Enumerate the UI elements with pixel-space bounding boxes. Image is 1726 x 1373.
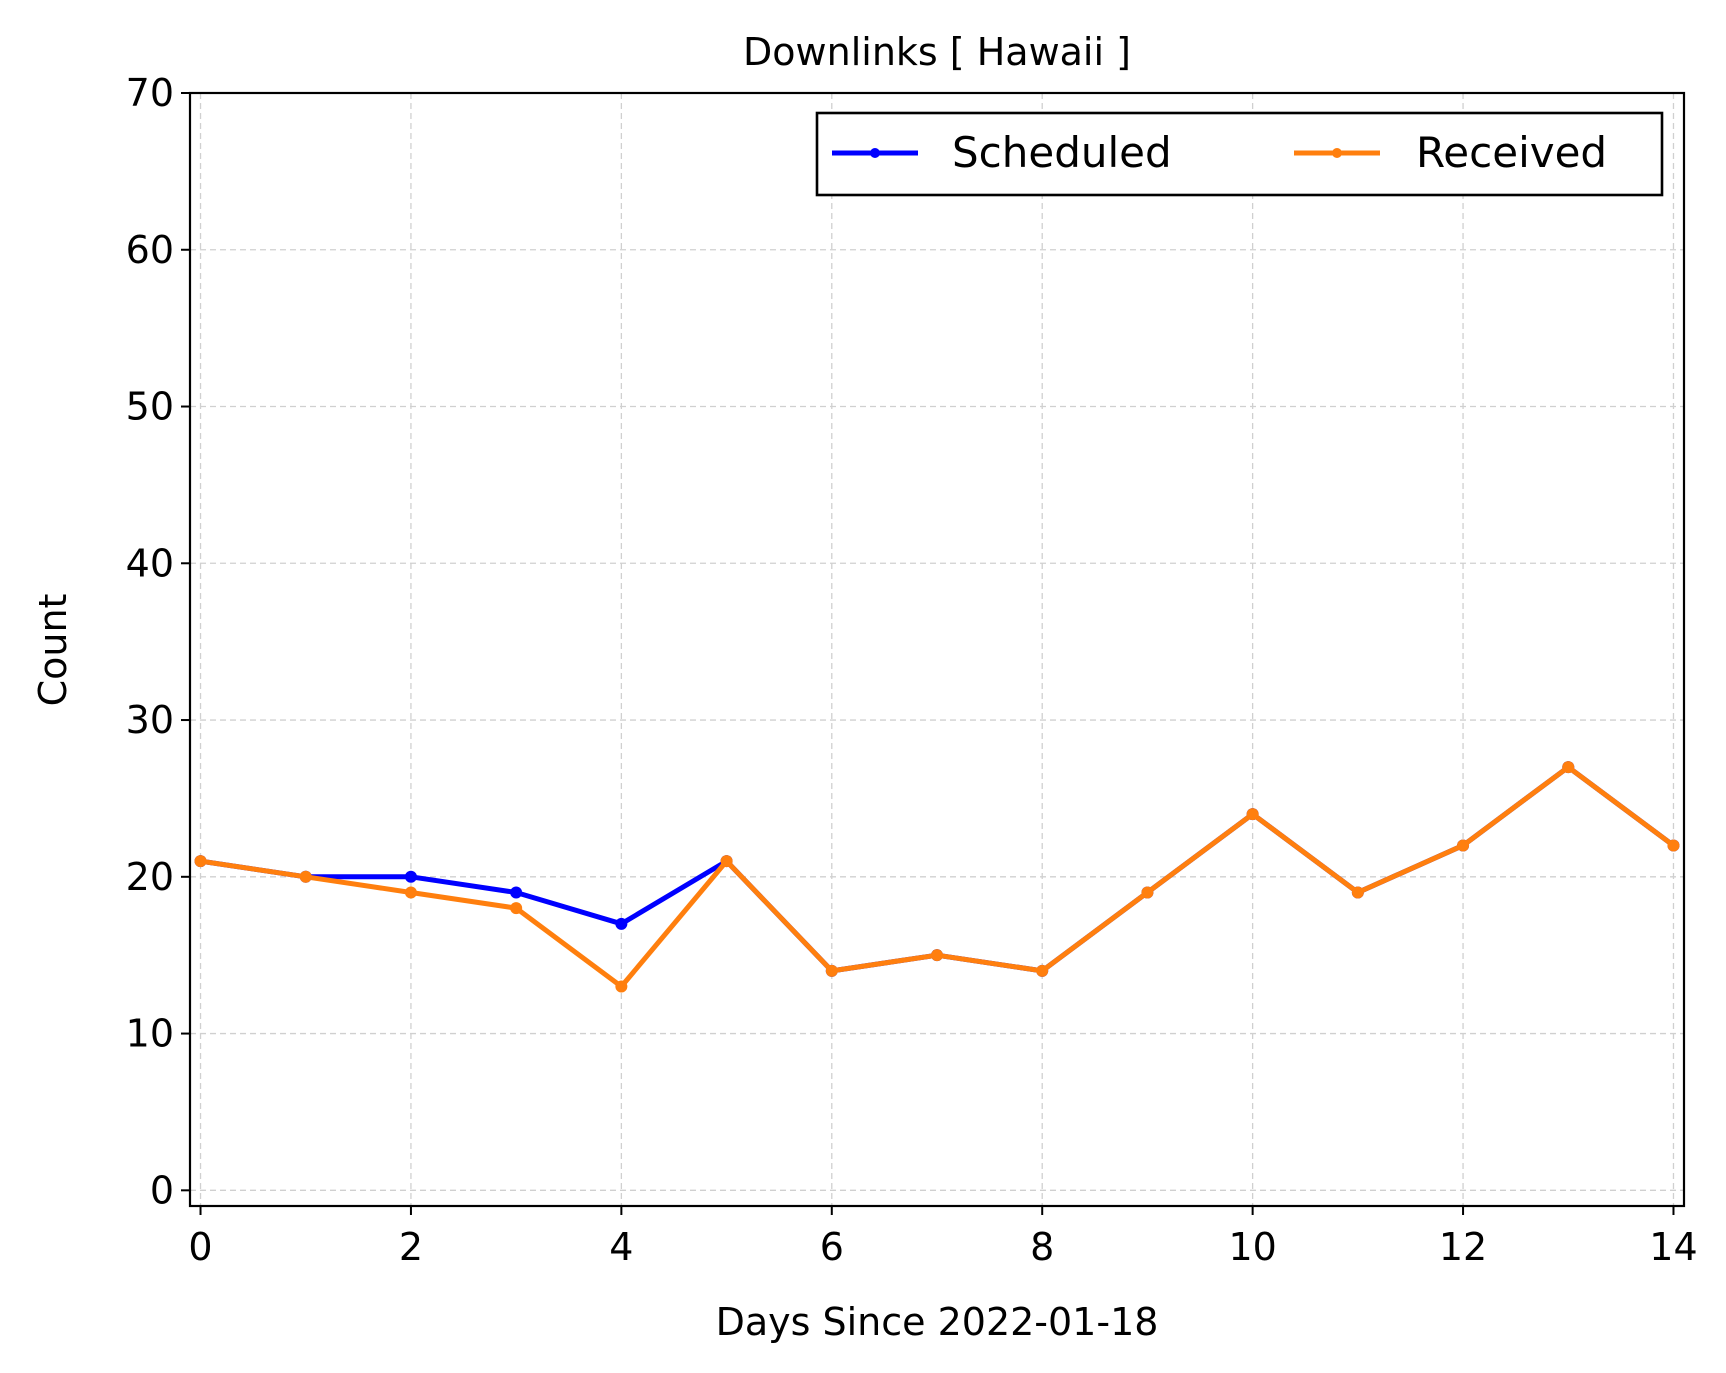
data-point-received <box>1351 886 1364 899</box>
data-point-received <box>1562 761 1575 774</box>
y-tick-label: 10 <box>126 1012 174 1056</box>
x-tick-label: 6 <box>820 1225 844 1269</box>
data-point-received <box>1141 886 1154 899</box>
series-layer <box>194 761 1680 993</box>
legend-scheduled-label: Scheduled <box>952 128 1172 177</box>
x-tick-label: 0 <box>188 1225 212 1269</box>
y-tick-label: 30 <box>126 698 174 742</box>
data-point-received <box>931 949 943 962</box>
data-point-received <box>1036 964 1049 977</box>
y-tick-label: 40 <box>126 541 174 585</box>
x-tick-label: 4 <box>609 1225 633 1269</box>
x-tick-label: 14 <box>1649 1225 1697 1269</box>
data-point-received <box>825 964 838 977</box>
legend-received-label: Received <box>1416 128 1607 177</box>
axis-ticks: 0 2 4 6 8 10 12 14 0 10 20 30 40 50 60 70 <box>126 71 1698 1269</box>
y-tick-label: 60 <box>126 228 174 272</box>
data-point-scheduled <box>404 870 417 883</box>
legend: Scheduled Received <box>815 111 1664 197</box>
data-point-received <box>1246 808 1259 821</box>
data-point-received <box>404 886 417 899</box>
y-tick-label: 70 <box>126 71 174 115</box>
data-point-scheduled <box>615 917 628 930</box>
chart-title: Downlinks [ Hawaii ] <box>743 30 1131 74</box>
data-point-scheduled <box>510 886 523 899</box>
x-axis-label: Days Since 2022-01-18 <box>716 1300 1159 1344</box>
x-tick-label: 10 <box>1228 1225 1276 1269</box>
data-point-received <box>510 902 523 915</box>
data-point-received <box>299 870 312 883</box>
x-tick-label: 12 <box>1439 1225 1487 1269</box>
x-tick-label: 8 <box>1030 1225 1054 1269</box>
y-tick-label: 50 <box>126 385 174 429</box>
y-tick-label: 20 <box>126 855 174 899</box>
legend-received-marker <box>1332 148 1342 158</box>
data-point-received <box>1667 839 1680 852</box>
data-point-received <box>720 855 733 868</box>
x-tick-label: 2 <box>399 1225 423 1269</box>
data-point-received <box>1457 839 1470 852</box>
plot-area-frame <box>188 91 1686 1208</box>
data-point-received <box>194 855 207 868</box>
legend-box <box>815 111 1664 197</box>
legend-scheduled-marker <box>870 148 880 158</box>
y-tick-label: 0 <box>150 1168 174 1212</box>
data-point-received <box>615 980 628 993</box>
y-axis-label: Count <box>31 594 75 707</box>
